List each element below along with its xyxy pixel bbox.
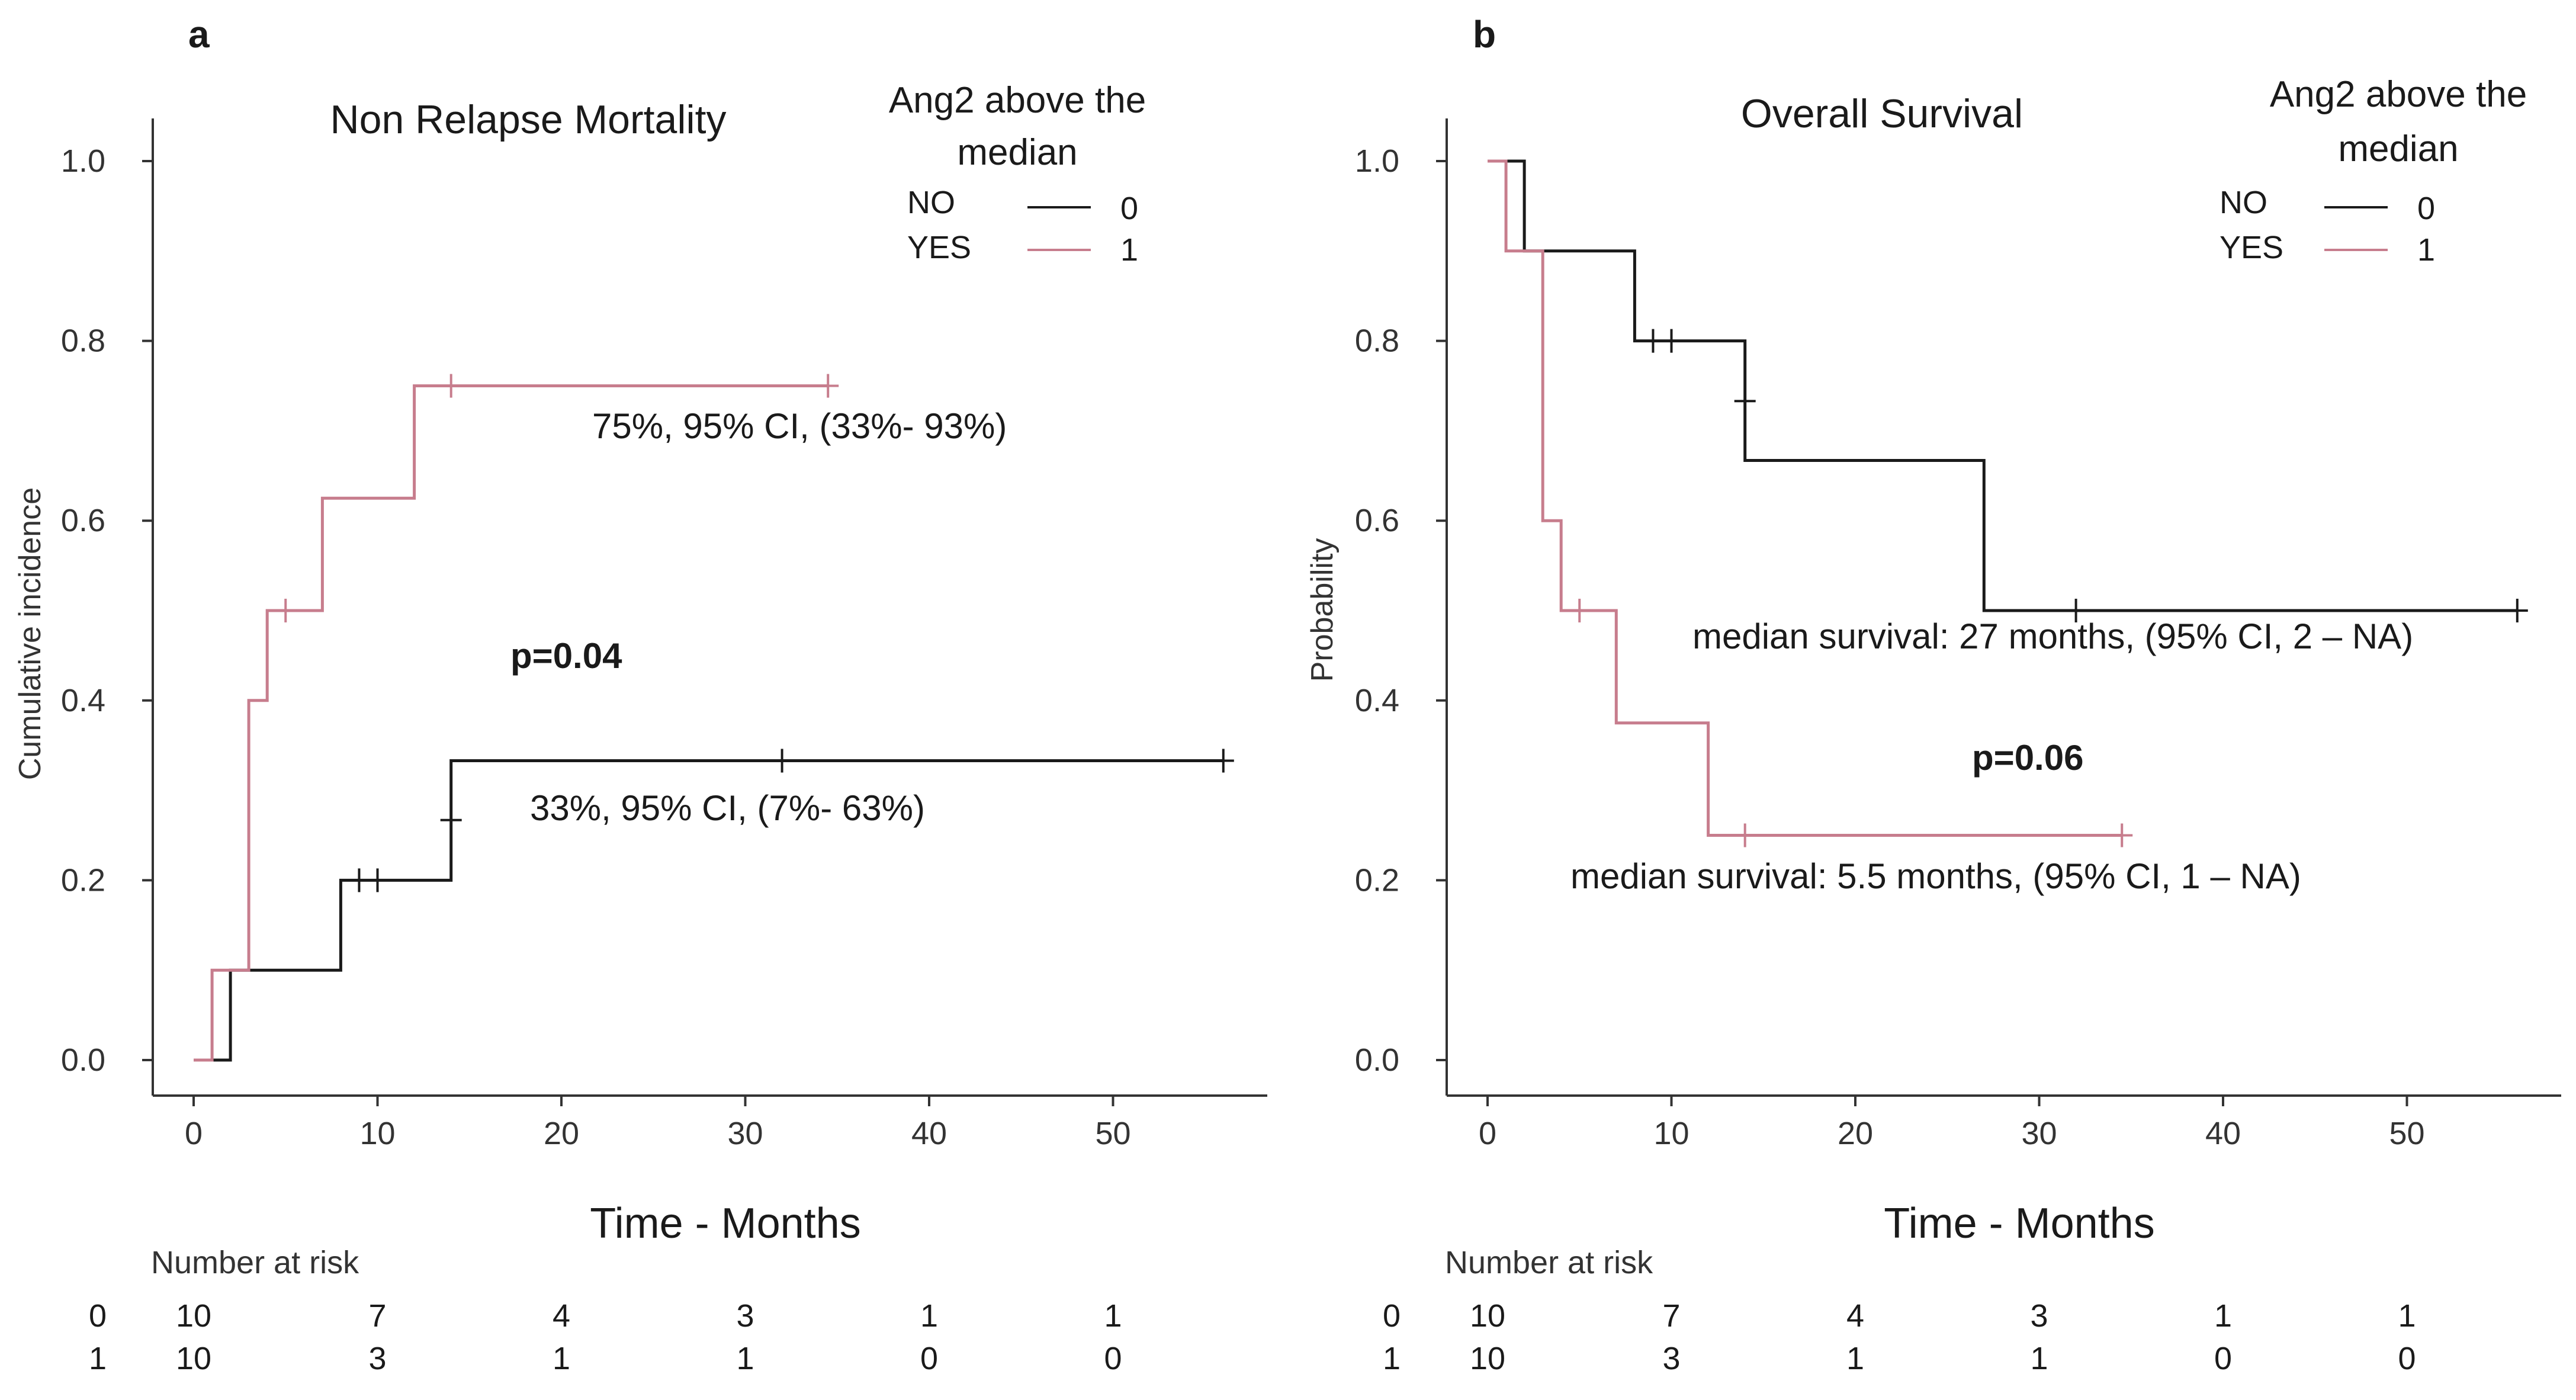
panel-a-risk-title: Number at risk	[151, 1245, 359, 1280]
panel-b-ylabel: Probability	[1305, 538, 1340, 682]
panel-a-xlabel: Time - Months	[590, 1200, 860, 1247]
panel-a-x-tick-label: 10	[359, 1116, 395, 1151]
panel-a-y-tick-label: 0.0	[61, 1042, 105, 1078]
panel-b: b Overall Survival Probability Ang2 abov…	[1305, 13, 2561, 1376]
panel-b-risk-value: 3	[1662, 1341, 1680, 1376]
panel-a-risk-group-0: 0	[89, 1298, 107, 1334]
panel-b-risk-value: 0	[2398, 1341, 2416, 1376]
panel-a-legend-yes-label: YES	[907, 230, 971, 265]
panel-b-risk-value: 1	[2398, 1298, 2416, 1334]
panel-b-legend-code-1: 1	[2417, 232, 2435, 268]
panel-a-risk-value: 3	[368, 1341, 386, 1376]
panel-b-risk-group-0: 0	[1383, 1298, 1401, 1334]
panel-a-pvalue: p=0.04	[510, 636, 622, 676]
panel-a-risk-value: 1	[736, 1341, 754, 1376]
panel-a-x-tick-label: 50	[1095, 1116, 1130, 1151]
panel-b-x-tick-label: 10	[1653, 1116, 1689, 1151]
panel-b-annotation-upper: median survival: 27 months, (95% CI, 2 –…	[1692, 616, 2413, 656]
panel-a-risk-values: 0 10 7 4 3 1 11 10 3 1 1 0 0	[89, 1298, 1122, 1376]
panel-b-risk-value: 3	[2030, 1298, 2048, 1334]
panel-a-x-tick-label: 0	[185, 1116, 203, 1151]
panel-b-y-tick-label: 0.6	[1355, 503, 1399, 538]
panel-b-risk-value: 0	[2214, 1341, 2232, 1376]
panel-b-legend-code-0: 0	[2417, 191, 2435, 226]
panel-a-legend-title-line2: median	[957, 132, 1077, 173]
panel-b-x-tick-label: 50	[2389, 1116, 2424, 1151]
panel-b-annotation-lower: median survival: 5.5 months, (95% CI, 1 …	[1570, 856, 2301, 896]
panel-a-ylabel: Cumulative incidence	[13, 487, 47, 780]
panel-b-risk-value: 4	[1846, 1298, 1864, 1334]
panel-a-risk-value: 1	[920, 1298, 938, 1334]
panel-b-risk-title: Number at risk	[1445, 1245, 1653, 1280]
panel-a: a Non Relapse Mortality Cumulative incid…	[13, 13, 1267, 1376]
panel-a-y-tick-label: 0.6	[61, 503, 105, 538]
panel-a-x-tick-label: 30	[727, 1116, 763, 1151]
panel-a-plot-area: 0.00.20.40.60.81.00 10 20 30 40 50	[61, 118, 1267, 1151]
panel-b-risk-value: 1	[1846, 1341, 1864, 1376]
panel-a-risk-value: 4	[553, 1298, 570, 1334]
panel-b-y-tick-label: 1.0	[1355, 143, 1399, 179]
panel-a-y-tick-label: 0.8	[61, 323, 105, 359]
panel-b-risk-value: 7	[1662, 1298, 1680, 1334]
panel-a-risk-group-1: 1	[89, 1341, 107, 1376]
panel-a-risk-value: 0	[920, 1341, 938, 1376]
panel-b-plot-area: 0.00.20.40.60.81.00 10 20 30 40 50	[1355, 118, 2561, 1151]
panel-b-risk-value: 1	[2214, 1298, 2232, 1334]
panel-a-x-tick-label: 40	[911, 1116, 947, 1151]
panel-a-y-tick-label: 0.2	[61, 862, 105, 898]
panel-a-y-tick-label: 0.4	[61, 683, 105, 718]
panel-b-legend: Ang2 above the median NO 0 YES 1	[2220, 74, 2527, 268]
panel-a-risk-value: 3	[736, 1298, 754, 1334]
panel-a-legend-code-0: 0	[1120, 191, 1138, 226]
panel-b-x-tick-label: 0	[1479, 1116, 1496, 1151]
panel-a-legend: Ang2 above the median NO 0 YES 1	[889, 80, 1146, 268]
panel-b-legend-no-label: NO	[2220, 185, 2267, 220]
panel-b-xlabel: Time - Months	[1884, 1200, 2154, 1247]
panel-b-title: Overall Survival	[1741, 91, 2023, 136]
panel-b-x-tick-label: 20	[1838, 1116, 1873, 1151]
panel-a-risk-table: Number at risk 0 10 7 4 3 1 11 10 3 1 1 0 0	[89, 1245, 1122, 1376]
panel-b-legend-title-line2: median	[2338, 129, 2458, 169]
panel-b-legend-title-line1: Ang2 above the	[2270, 74, 2527, 115]
panel-b-risk-values: 0 10 7 4 3 1 11 10 3 1 1 0 0	[1383, 1298, 2416, 1376]
panel-a-annotation-upper: 75%, 95% CI, (33%- 93%)	[592, 406, 1007, 446]
panel-b-x-tick-label: 30	[2021, 1116, 2057, 1151]
panel-a-legend-code-1: 1	[1120, 232, 1138, 268]
panel-a-series-0-line	[203, 759, 1223, 1062]
panel-a-risk-value: 0	[1104, 1341, 1122, 1376]
panel-b-risk-value: 10	[1470, 1341, 1505, 1376]
panel-b-y-tick-label: 0.8	[1355, 323, 1399, 359]
panel-a-title: Non Relapse Mortality	[330, 97, 727, 142]
panel-b-series-1-line	[1488, 159, 2122, 837]
panel-b-y-tick-label: 0.0	[1355, 1042, 1399, 1078]
panel-b-x-tick-label: 40	[2205, 1116, 2241, 1151]
panel-a-risk-value: 7	[368, 1298, 386, 1334]
panel-a-risk-value: 10	[176, 1341, 211, 1376]
panel-a-series-1-line	[194, 384, 828, 1062]
panel-a-x-tick-label: 20	[544, 1116, 579, 1151]
panel-a-legend-no-label: NO	[907, 185, 955, 220]
panel-a-risk-value: 10	[176, 1298, 211, 1334]
panel-a-risk-value: 1	[1104, 1298, 1122, 1334]
panel-a-y-tick-label: 1.0	[61, 143, 105, 179]
panel-b-risk-table: Number at risk 0 10 7 4 3 1 11 10 3 1 1 0 0	[1383, 1245, 2416, 1376]
panel-b-risk-value: 10	[1470, 1298, 1505, 1334]
panel-b-pvalue: p=0.06	[1972, 738, 2083, 778]
panel-b-risk-value: 1	[2030, 1341, 2048, 1376]
panel-a-annotation-lower: 33%, 95% CI, (7%- 63%)	[530, 788, 925, 828]
panel-letter-b: b	[1473, 13, 1496, 56]
panel-b-y-tick-label: 0.2	[1355, 862, 1399, 898]
panel-a-legend-title-line1: Ang2 above the	[889, 80, 1146, 121]
panel-b-y-tick-label: 0.4	[1355, 683, 1399, 718]
panel-b-risk-group-1: 1	[1383, 1341, 1401, 1376]
panel-a-risk-value: 1	[553, 1341, 570, 1376]
panel-letter-a: a	[188, 13, 210, 56]
panel-b-legend-yes-label: YES	[2220, 230, 2283, 265]
panel-b-series-0-line	[1496, 159, 2517, 612]
